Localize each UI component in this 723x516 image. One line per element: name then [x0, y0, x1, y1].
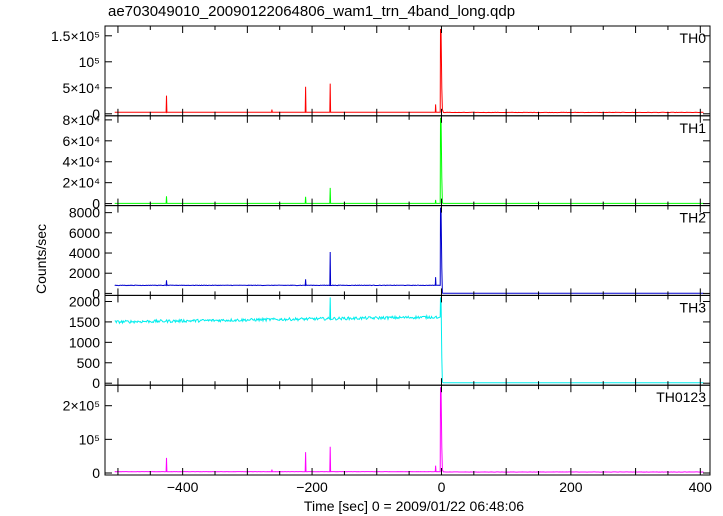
- panel-frame: [104, 115, 711, 207]
- panel-name-label: TH0123: [656, 389, 706, 405]
- y-tick-label: 2000: [69, 265, 100, 281]
- y-tick-label: 0: [92, 106, 100, 122]
- y-tick-label: 2×10⁴: [62, 175, 100, 191]
- y-tick-label: 2×10⁵: [63, 398, 100, 414]
- x-axis: −400 −200 0 200 400: [167, 479, 712, 495]
- page-title: ae703049010_20090122064806_wam1_trn_4ban…: [108, 3, 516, 20]
- y-tick-label: 8×10⁴: [62, 112, 100, 128]
- y-tick-label: 6000: [69, 225, 100, 241]
- y-tick-label: 5×10⁴: [62, 80, 100, 96]
- series-line-th3: [114, 297, 704, 384]
- series-line-th0: [114, 28, 704, 114]
- y-tick-label: 10⁵: [79, 431, 100, 447]
- panel-th0: 0 5×10⁴ 10⁵ 1.5×10⁵ TH0: [51, 25, 711, 122]
- panel-frame: [104, 25, 711, 117]
- y-tick-label: 1000: [69, 334, 100, 350]
- panels-layer: 0 5×10⁴ 10⁵ 1.5×10⁵ TH0 0 2×10⁴ 4×10⁴ 6×10⁴ 8×10⁴…: [51, 25, 711, 481]
- y-tick-label: 0: [92, 465, 100, 481]
- y-tick-label: 4000: [69, 245, 100, 261]
- panel-name-label: TH1: [680, 120, 707, 136]
- series-line-th0123: [114, 387, 704, 473]
- panel-name-label: TH2: [680, 210, 707, 226]
- x-tick-label: 200: [559, 479, 583, 495]
- panel-frame: [104, 294, 711, 386]
- panel-th1: 0 2×10⁴ 4×10⁴ 6×10⁴ 8×10⁴ TH1: [62, 112, 711, 212]
- x-tick-label: 400: [689, 479, 713, 495]
- x-tick-label: −200: [296, 479, 328, 495]
- panel-frame: [104, 384, 711, 476]
- y-tick-label: 10⁵: [79, 54, 100, 70]
- y-tick-label: 500: [77, 355, 101, 371]
- x-axis-label: Time [sec] 0 = 2009/01/22 06:48:06: [304, 498, 524, 514]
- y-tick-label: 2000: [69, 293, 100, 309]
- panel-th2: 0 2000 4000 6000 8000 TH2: [69, 205, 711, 301]
- y-tick-label: 0: [92, 196, 100, 212]
- y-tick-label: 1500: [69, 314, 100, 330]
- panel-name-label: TH0: [680, 30, 707, 46]
- series-line-th2: [114, 207, 704, 294]
- y-tick-label: 6×10⁴: [62, 133, 100, 149]
- y-tick-label: 8000: [69, 205, 100, 221]
- x-tick-label: 0: [438, 479, 446, 495]
- y-tick-label: 1.5×10⁵: [51, 28, 100, 44]
- panel-th3: 0 500 1000 1500 2000 TH3: [69, 293, 711, 391]
- panel-frame: [104, 205, 711, 296]
- y-axis-label: Counts/sec: [33, 224, 49, 294]
- y-tick-label: 0: [92, 285, 100, 301]
- panel-name-label: TH3: [680, 299, 707, 315]
- x-tick-label: −400: [167, 479, 199, 495]
- y-tick-label: 0: [92, 375, 100, 391]
- series-line-th1: [114, 117, 704, 204]
- y-tick-label: 4×10⁴: [62, 154, 100, 170]
- panel-th0123: 0 10⁵ 2×10⁵ TH0123: [63, 384, 711, 481]
